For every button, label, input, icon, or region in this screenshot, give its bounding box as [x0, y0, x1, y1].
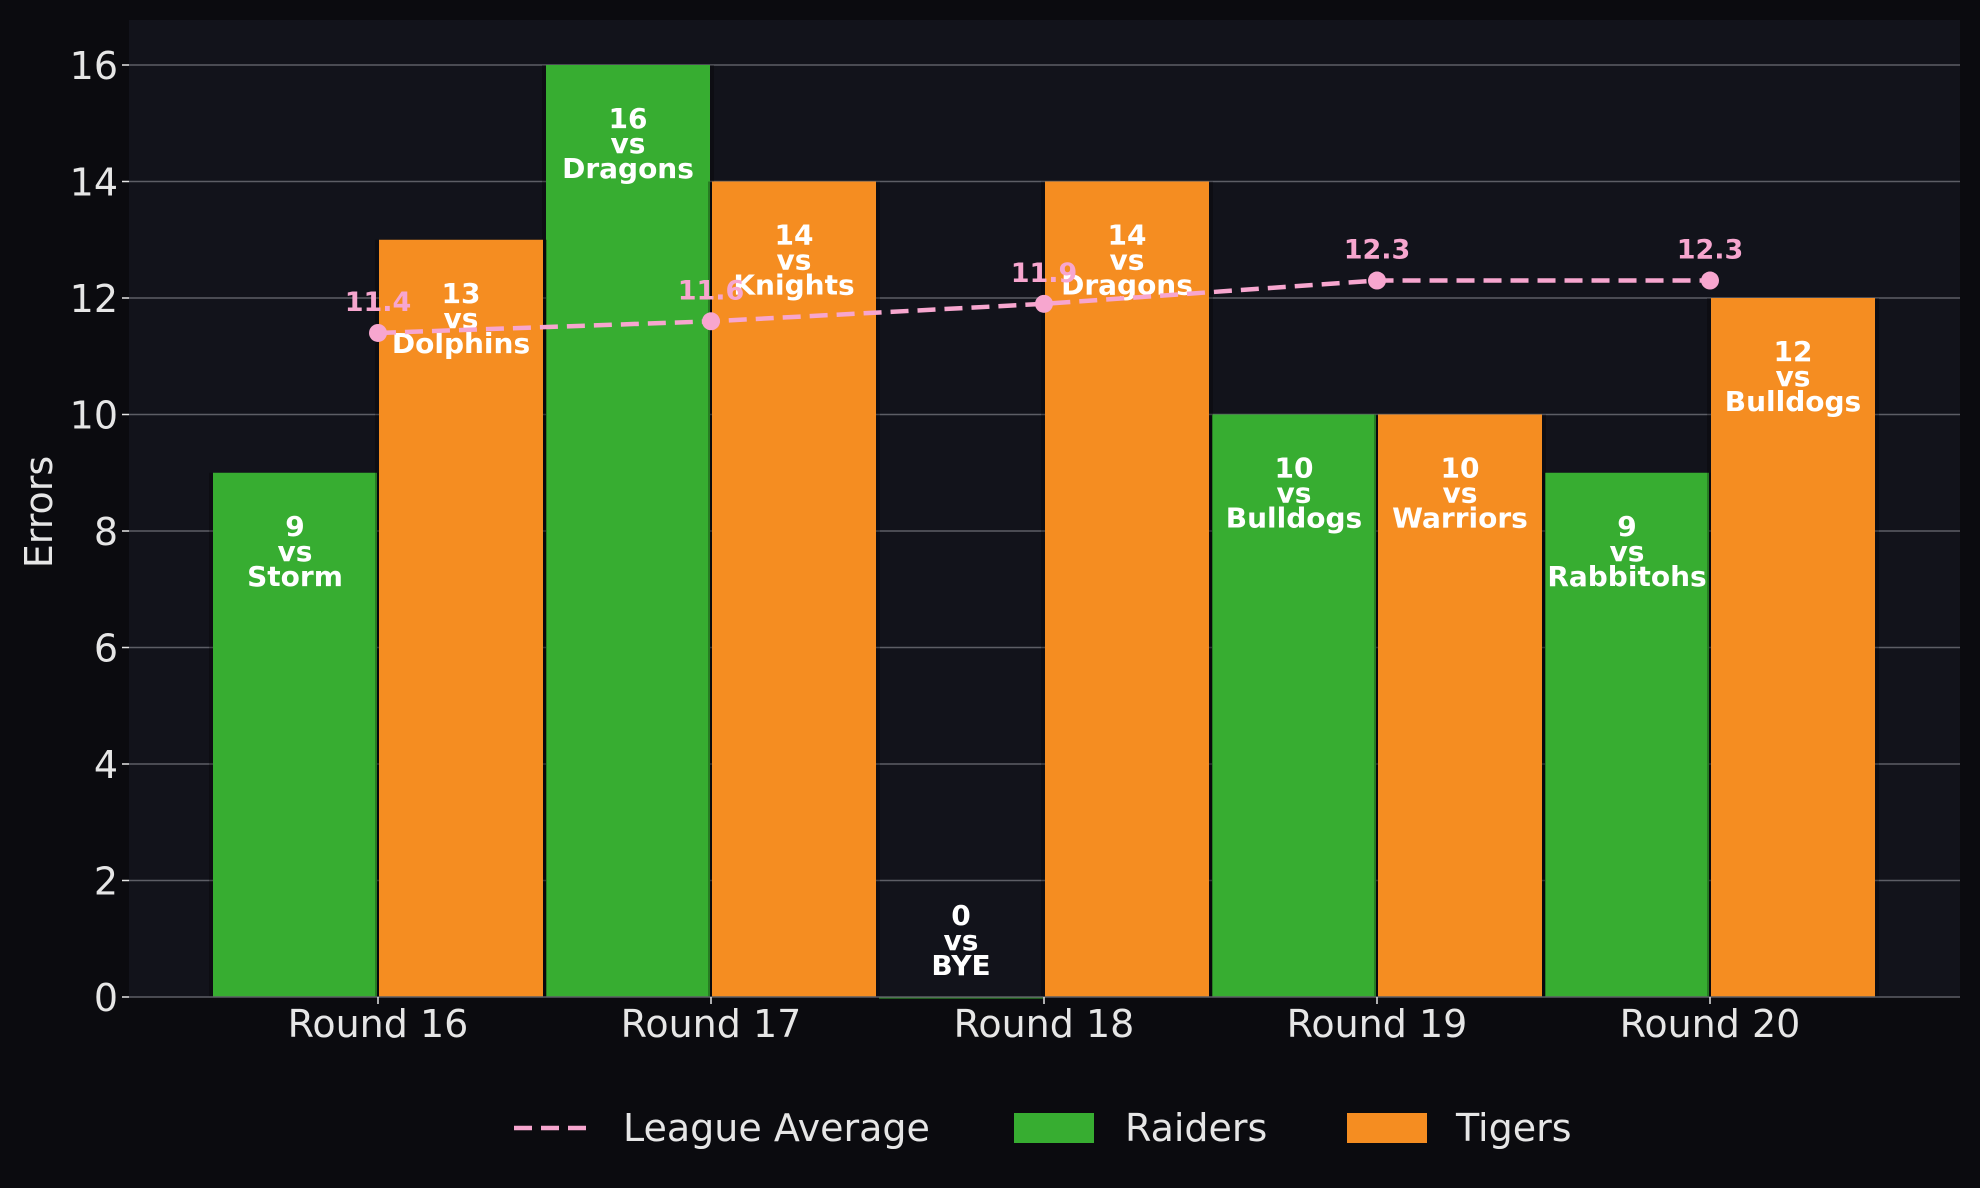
league-average-label: 11.9 — [1011, 258, 1078, 289]
bar-raiders — [546, 65, 710, 997]
bar-data-label: BYE — [931, 949, 990, 982]
bar-tigers — [1711, 298, 1875, 997]
bar-data-label: 14 — [1108, 219, 1147, 252]
league-average-point — [1368, 271, 1386, 290]
bar-data-label: 0 — [951, 899, 970, 932]
x-tick-label: Round 18 — [954, 1002, 1135, 1046]
bar-data-label: vs — [944, 924, 979, 957]
y-tick-label: 8 — [94, 510, 118, 554]
league-average-point — [369, 323, 387, 342]
bar-data-label: vs — [1277, 477, 1312, 510]
league-average-label: 11.4 — [345, 287, 412, 318]
bar-data-label: vs — [777, 244, 812, 277]
bar-data-label: 9 — [1617, 510, 1636, 543]
bar-raiders — [213, 472, 377, 997]
bar-raiders — [1212, 414, 1376, 997]
y-tick-label: 0 — [94, 976, 118, 1020]
y-axis-label: Errors — [17, 456, 61, 568]
y-tick-label: 2 — [94, 860, 118, 904]
bar-data-label: Bulldogs — [1226, 502, 1362, 535]
bar-data-label: vs — [1443, 477, 1478, 510]
bar-data-label: vs — [1110, 244, 1145, 277]
y-tick-label: 16 — [70, 44, 118, 88]
bar-data-label: Warriors — [1392, 502, 1528, 535]
bar-data-label: 10 — [1441, 452, 1480, 485]
bar-data-label: Rabbitohs — [1547, 560, 1706, 593]
legend-swatch-raiders — [1014, 1113, 1094, 1143]
y-tick-label: 14 — [70, 161, 118, 205]
bar-data-label: Storm — [247, 560, 343, 593]
bar-data-label: vs — [611, 127, 646, 160]
x-tick-label: Round 20 — [1620, 1002, 1801, 1046]
bar-data-label: 16 — [609, 102, 648, 135]
league-average-point — [702, 312, 720, 331]
league-average-label: 11.6 — [678, 275, 745, 306]
bar-data-label: 10 — [1275, 452, 1314, 485]
league-average-label: 12.3 — [1344, 235, 1411, 266]
x-tick-label: Round 17 — [621, 1002, 802, 1046]
bar-tigers — [379, 239, 543, 997]
league-average-point — [1035, 294, 1053, 313]
x-tick-label: Round 19 — [1287, 1002, 1468, 1046]
bar-raiders — [1545, 472, 1709, 997]
bar-data-label: Bulldogs — [1725, 385, 1861, 418]
bar-data-label: vs — [1776, 360, 1811, 393]
legend-label-tigers: Tigers — [1455, 1106, 1572, 1150]
y-tick-label: 6 — [94, 627, 118, 671]
bar-tigers — [1378, 414, 1542, 997]
axes: 0 2 4 6 8 10 12 14 16 Errors Round 16 Round 17 Round… — [17, 44, 1960, 1046]
y-tick-label: 10 — [70, 394, 118, 438]
x-tick-label: Round 16 — [288, 1002, 469, 1046]
league-average-point — [1701, 271, 1719, 290]
legend-swatch-tigers — [1347, 1113, 1427, 1143]
bar-data-label: vs — [1610, 535, 1645, 568]
legend: League Average Raiders Tigers — [514, 1106, 1572, 1150]
league-average-line: 11.4 11.6 11.9 12.3 12.3 — [345, 235, 1744, 342]
league-average-path — [377, 278, 1710, 336]
bar-data-label: Knights — [733, 269, 854, 302]
y-tick-label: 4 — [94, 743, 118, 787]
bar-data-label: vs — [278, 535, 313, 568]
bar-data-label: 13 — [442, 277, 481, 310]
y-tick-label: 12 — [70, 277, 118, 321]
legend-label-raiders: Raiders — [1125, 1106, 1267, 1150]
legend-label-league-average: League Average — [623, 1106, 930, 1150]
bar-tigers — [1045, 181, 1209, 997]
bar-data-label: Dragons — [562, 152, 694, 185]
league-average-label: 12.3 — [1677, 235, 1744, 266]
bar-data-label: 9 — [285, 510, 304, 543]
bar-data-label: 12 — [1774, 335, 1813, 368]
bar-data-label: 14 — [775, 219, 814, 252]
